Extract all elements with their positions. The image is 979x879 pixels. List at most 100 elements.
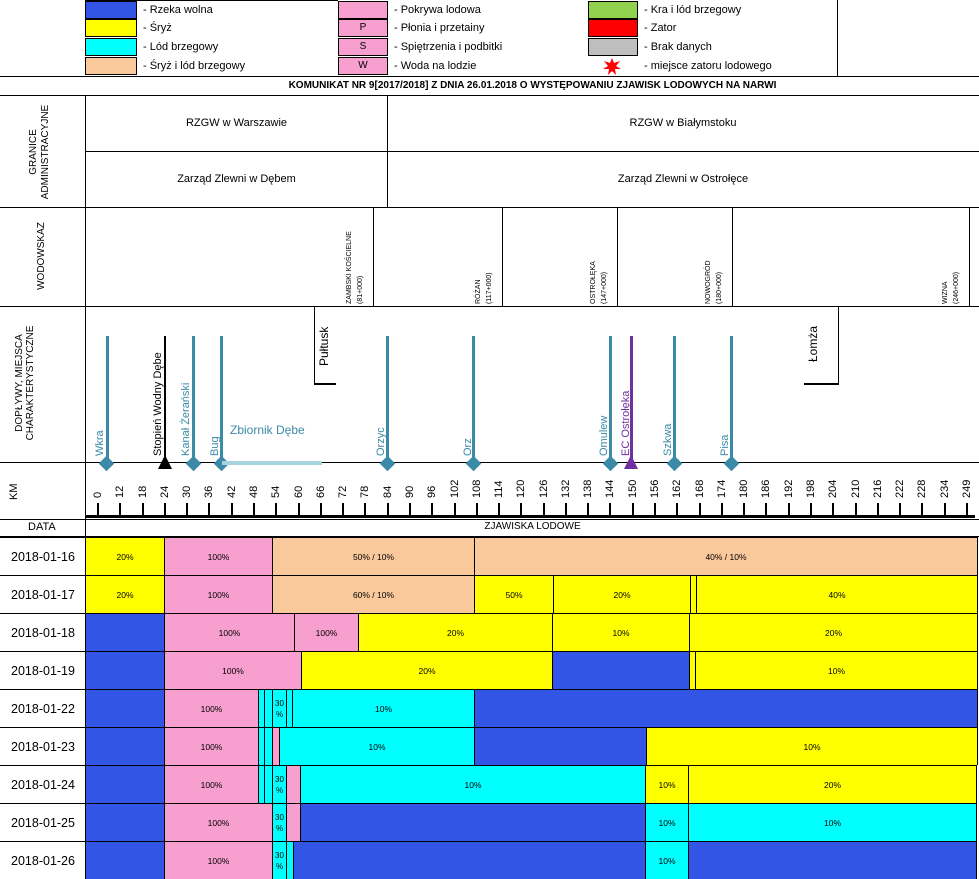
km-tick <box>164 503 166 516</box>
date-cell: 2018-01-16 <box>0 537 86 575</box>
km-tick-label: 144 <box>604 479 616 498</box>
km-tick-label: 132 <box>560 479 572 498</box>
ice-cell: 50% / 10% <box>273 537 475 575</box>
km-tick <box>966 503 968 516</box>
ice-cell: 10% <box>553 613 690 651</box>
date-cell: 2018-01-22 <box>0 689 86 727</box>
red-star-icon <box>603 58 621 75</box>
dam-line <box>164 336 166 462</box>
km-tick <box>832 503 834 516</box>
km-tick-label: 186 <box>760 479 772 498</box>
town-bracket <box>314 307 315 384</box>
ice-cell <box>86 803 165 841</box>
ice-cell <box>86 689 165 727</box>
ice-cell <box>294 841 646 879</box>
gauge-label: RÓŻAN <box>475 279 482 305</box>
ice-cell: 100% <box>165 651 302 689</box>
km-tick-label: 228 <box>916 479 928 498</box>
ice-cell <box>86 765 165 803</box>
ice-cell <box>273 727 280 765</box>
admin-label: GRANICE ADMINISTRACYJNE <box>28 104 51 200</box>
ice-cell <box>265 689 273 727</box>
km-tick-label: 198 <box>805 479 817 498</box>
km-tick-label: 210 <box>850 479 862 498</box>
km-tick-label: 174 <box>716 479 728 498</box>
date-cell: 2018-01-24 <box>0 765 86 803</box>
legend-label: - Śryż i lód brzegowy <box>143 60 246 72</box>
tributary-omulew: Omulew <box>598 415 610 456</box>
tributary-line <box>472 336 475 462</box>
ice-cell: 10% <box>689 803 977 841</box>
gauge-line <box>502 207 503 306</box>
km-tick <box>810 503 812 516</box>
km-tick <box>186 503 188 516</box>
tributary-orzyc: Orzyc <box>375 427 387 456</box>
km-tick-label: 78 <box>359 485 371 498</box>
km-tick <box>765 503 767 516</box>
km-label: KM <box>8 483 20 501</box>
km-tick-label: 30 <box>181 485 193 498</box>
row-divider <box>0 519 979 520</box>
ice-cell <box>553 651 690 689</box>
date-header: DATA <box>28 521 56 533</box>
ice-cell: 100% <box>165 613 295 651</box>
km-tick-label: 18 <box>137 485 149 498</box>
ice-cell: 100% <box>165 803 273 841</box>
ice-cell <box>301 803 646 841</box>
km-tick-label: 96 <box>426 485 438 498</box>
row-divider <box>0 306 979 307</box>
ice-cell: 20% <box>554 575 691 613</box>
legend-label: - Zator <box>644 22 677 34</box>
gauge-line <box>617 207 618 306</box>
ice-cell <box>691 575 697 613</box>
km-tick-label: 84 <box>382 485 394 498</box>
tributary-line <box>730 336 733 462</box>
km-tick <box>565 503 567 516</box>
km-tick-label: 234 <box>939 479 951 498</box>
plant-ec-ostroleka: EC Ostrołęka <box>620 390 632 456</box>
ice-cell <box>689 841 977 879</box>
header-divider <box>0 536 979 537</box>
tributary-kanal-zeranski: Kanał Żerański <box>180 382 192 456</box>
legend-swatch-red <box>588 19 638 37</box>
km-tick-label: 0 <box>92 491 104 498</box>
km-tick <box>632 503 634 516</box>
km-tick-label: 66 <box>315 485 327 498</box>
label-column-border <box>85 96 86 879</box>
ice-cell: 30 % <box>273 841 287 879</box>
ice-cell <box>287 841 294 879</box>
ice-cell: 60% / 10% <box>273 575 475 613</box>
gauge-label: OSTROŁĘKA <box>590 261 597 304</box>
gauge-line <box>373 207 374 306</box>
gauge-line <box>732 207 733 306</box>
km-tick <box>364 503 366 516</box>
plant-line <box>630 336 633 462</box>
legend: - Rzeka wolna - Śryż - Lód brzegowy - Śr… <box>0 0 979 77</box>
legend-swatch-cyan <box>85 38 137 56</box>
legend-swatch-blue <box>85 1 137 19</box>
ice-cell <box>259 689 265 727</box>
km-tick <box>142 503 144 516</box>
legend-label: - Lód brzegowy <box>143 41 219 53</box>
admin-split <box>387 96 388 207</box>
km-tick-label: 249 <box>961 479 973 498</box>
legend-label: - Płonia i przetainy <box>394 22 485 34</box>
ice-cell <box>287 689 293 727</box>
gauge-km: (147+000) <box>601 271 608 304</box>
km-tick <box>431 503 433 516</box>
km-tick <box>387 503 389 516</box>
ice-cell: 10% <box>696 651 978 689</box>
ice-cell: 10% <box>646 765 689 803</box>
km-tick <box>231 503 233 516</box>
km-tick-label: 90 <box>404 485 416 498</box>
legend-swatch-pink-s: S <box>338 38 388 56</box>
gauge-km: (246+000) <box>953 271 960 304</box>
legend-label: - Kra i lód brzegowy <box>644 4 742 16</box>
ice-cell: 30 % <box>273 803 287 841</box>
reservoir-line <box>222 461 322 465</box>
ice-cell <box>475 689 978 727</box>
diamond-icon <box>602 455 619 472</box>
ice-cell <box>265 727 273 765</box>
legend-swatch-yellow <box>85 19 137 37</box>
km-tick-label: 168 <box>694 479 706 498</box>
